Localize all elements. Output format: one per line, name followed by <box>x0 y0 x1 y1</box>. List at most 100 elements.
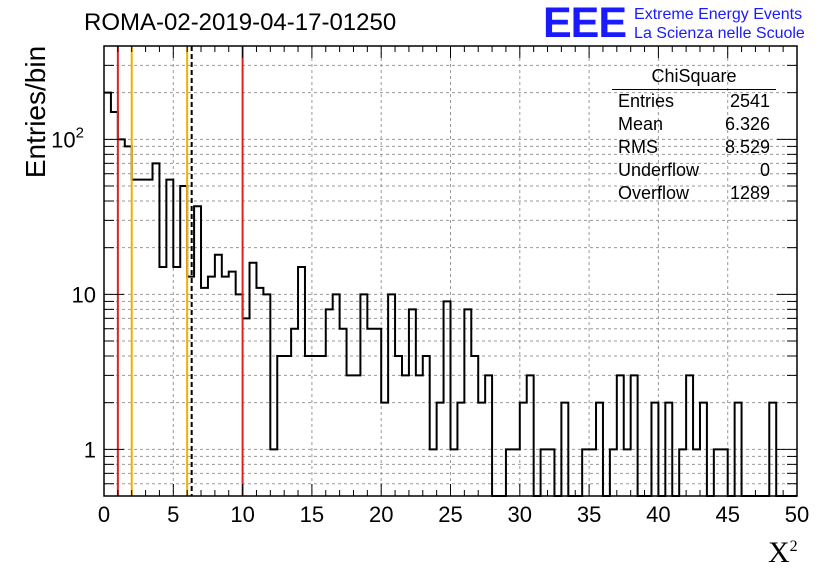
histogram-bin <box>610 449 617 496</box>
histogram-bin <box>478 403 485 496</box>
x-tick-label: 20 <box>369 502 393 527</box>
y-tick-label: 1 <box>84 437 96 462</box>
histogram-bin <box>250 263 257 496</box>
histogram-bin <box>693 449 700 496</box>
histogram-bin <box>388 294 395 496</box>
histogram-bin <box>485 375 492 496</box>
x-tick-label: 0 <box>98 502 110 527</box>
histogram-bars <box>104 91 797 497</box>
histogram-bin <box>527 375 534 496</box>
eee-logo-mark: EEE <box>543 0 627 47</box>
stats-row-mean: Mean 6.326 <box>612 113 776 136</box>
stats-label: Mean <box>618 114 664 134</box>
stats-label: RMS <box>618 137 658 157</box>
y-tick-label: 10 <box>72 282 96 307</box>
x-tick-label: 40 <box>646 502 670 527</box>
stats-row-overflow: Overflow 1289 <box>612 182 776 205</box>
histogram-bin <box>243 318 250 496</box>
x-axis-label: X2 <box>768 536 798 570</box>
histogram-bin <box>665 403 672 496</box>
histogram-bin <box>277 356 284 496</box>
histogram-bin <box>173 267 180 496</box>
histogram-bin <box>208 277 215 496</box>
reference-lines <box>116 46 244 496</box>
histogram-bin <box>229 272 236 496</box>
axes <box>103 45 798 497</box>
x-tick-label: 25 <box>438 502 462 527</box>
histogram-bin <box>451 449 458 496</box>
histogram-bin <box>617 375 624 496</box>
histogram-bin <box>146 180 153 496</box>
histogram-bin <box>402 375 409 496</box>
histogram-bin <box>735 403 742 496</box>
x-tick-label: 15 <box>300 502 324 527</box>
histogram-bin <box>700 403 707 496</box>
histogram-bin <box>222 277 229 496</box>
histogram-bin <box>340 329 347 496</box>
histogram-bin <box>520 403 527 496</box>
stats-label: Underflow <box>618 160 700 180</box>
histogram-bin <box>319 356 326 496</box>
histogram-bin <box>166 180 173 496</box>
stats-value: 6.326 <box>724 114 770 134</box>
histogram-bin <box>374 329 381 496</box>
logo-line-2: La Scienza nelle Scuole <box>634 24 805 42</box>
histogram-bin <box>409 309 416 496</box>
histogram-bin <box>589 449 596 496</box>
histogram-bin <box>284 356 291 496</box>
histogram-bin <box>686 375 693 496</box>
stats-value: 8.529 <box>724 137 770 157</box>
histogram-bin <box>187 277 194 496</box>
histogram-bin <box>353 375 360 496</box>
histogram-bin <box>721 449 728 496</box>
x-tick-label: 35 <box>577 502 601 527</box>
histogram-bin <box>541 449 548 496</box>
stats-title: ChiSquare <box>612 64 776 90</box>
stats-row-entries: Entries 2541 <box>612 90 776 113</box>
histogram-bin <box>360 294 367 496</box>
histogram-bin <box>582 449 589 496</box>
histogram-bin <box>291 329 298 496</box>
stats-label: Entries <box>618 91 675 111</box>
stats-row-rms: RMS 8.529 <box>612 136 776 159</box>
histogram-bin <box>471 356 478 496</box>
x-axis-label-base: X <box>768 536 790 569</box>
histogram-bin <box>513 449 520 496</box>
stats-value: 2541 <box>729 91 770 111</box>
histogram-bin <box>180 186 187 496</box>
histogram-bin <box>464 309 471 496</box>
stats-label: Overflow <box>618 183 690 203</box>
x-tick-label: 5 <box>167 502 179 527</box>
stats-box: ChiSquare Entries 2541 Mean 6.326 RMS 8.529… <box>612 64 776 205</box>
eee-logo: EEE Extreme Energy Events La Scienza nel… <box>543 2 805 45</box>
histogram-bin <box>714 449 721 496</box>
histogram-bin <box>381 403 388 496</box>
histogram-outline <box>104 91 797 497</box>
histogram-bin <box>444 301 451 496</box>
x-tick-label: 50 <box>785 502 809 527</box>
histogram-bin <box>457 403 464 496</box>
x-tick-label: 10 <box>230 502 254 527</box>
histogram-bin <box>256 288 263 496</box>
histogram-bin <box>561 403 568 496</box>
histogram-bin <box>548 449 555 496</box>
histogram-bin <box>596 403 603 496</box>
histogram-bin <box>118 139 125 496</box>
histogram-bin <box>430 449 437 496</box>
histogram-bin <box>125 146 132 496</box>
logo-text: Extreme Energy Events La Scienza nelle S… <box>634 5 805 43</box>
histogram-bin <box>437 403 444 496</box>
histogram-bin <box>270 449 277 496</box>
histogram-bin <box>333 294 340 496</box>
x-axis-label-superscript: 2 <box>789 538 798 555</box>
histogram-bin <box>139 180 146 496</box>
histogram-bin <box>305 356 312 496</box>
histogram-bin <box>194 206 201 496</box>
histogram-bin <box>153 163 160 496</box>
histogram-bin <box>326 309 333 496</box>
x-tick-label: 45 <box>715 502 739 527</box>
y-tick-label: 102 <box>51 124 84 152</box>
histogram-bin <box>111 112 118 496</box>
histogram-bin <box>215 255 222 496</box>
